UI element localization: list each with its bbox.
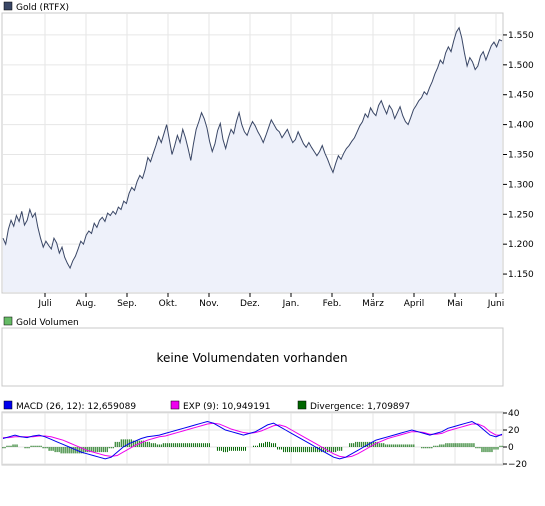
price-x-axis: Juli Aug. Sep. Okt. Nov. Dez. Jan. Feb. März Apri… [37,293,504,309]
price-x-tick-label: April [404,299,425,309]
macd-series [2,420,503,460]
price-y-tick-label: 1.550 [508,31,534,41]
macd-y-tick-label: 0 [508,443,514,453]
price-y-tick-label: 1.450 [508,91,534,101]
price-x-tick-label: Jan. [282,299,300,309]
price-y-tick-label: 1.350 [508,150,534,160]
price-y-tick-label: 1.150 [508,270,534,280]
price-y-tick-label: 1.200 [508,240,534,250]
macd-line [2,420,503,460]
price-x-tick-label: Aug. [76,299,96,309]
macd-y-tick-label: −20 [508,460,527,470]
price-legend-label: Gold (RTFX) [16,3,69,13]
price-x-tick-label: Feb. [323,299,342,309]
macd-y-tick-label: 20 [508,426,520,436]
macd-legend-label: MACD (26, 12): 12,659089 [16,402,136,412]
price-panel: Gold (RTFX) 1.150 1.200 1.250 1.300 1.350 1.4… [1,1,534,309]
price-x-tick-label: Juni [487,299,505,309]
price-y-tick-label: 1.250 [508,210,534,220]
macd-legend-swatch [297,400,307,410]
macd-legend-label: EXP (9): 10,949191 [183,402,270,412]
price-x-tick-label: Sep. [117,299,137,309]
volume-plot-area [1,327,504,387]
price-series [2,26,503,292]
price-legend-swatch [3,1,13,11]
volume-panel: Gold Volumen keine Volumendaten vorhande… [1,316,504,387]
macd-legend: MACD (26, 12): 12,659089 EXP (9): 10,9491… [3,400,410,412]
volume-empty-message: keine Volumendaten vorhanden [156,351,347,365]
price-y-axis: 1.150 1.200 1.250 1.300 1.350 1.400 1.450 1.500… [503,31,534,280]
volume-legend-label: Gold Volumen [16,318,79,328]
macd-legend-swatch [170,400,180,410]
price-x-tick-label: Nov. [199,299,219,309]
macd-y-axis: −20 0 20 40 [503,409,527,470]
macd-plot-area [1,411,504,466]
price-x-tick-label: März [362,299,384,309]
macd-grid [3,412,502,465]
macd-panel: MACD (26, 12): 12,659089 EXP (9): 10,9491… [1,400,527,470]
price-x-tick-label: Mai [447,299,463,309]
price-x-tick-label: Dez. [240,299,260,309]
price-y-tick-label: 1.400 [508,121,534,131]
volume-legend-swatch [3,316,13,326]
price-y-tick-label: 1.300 [508,180,534,190]
macd-legend-label: Divergence: 1,709897 [310,402,410,412]
price-x-tick-label: Okt. [159,299,178,309]
macd-y-tick-label: 40 [508,409,520,419]
price-area-fill [3,27,502,292]
price-y-tick-label: 1.500 [508,61,534,71]
price-line [2,26,503,270]
macd-legend-swatch [3,400,13,410]
price-x-tick-label: Juli [37,299,51,309]
